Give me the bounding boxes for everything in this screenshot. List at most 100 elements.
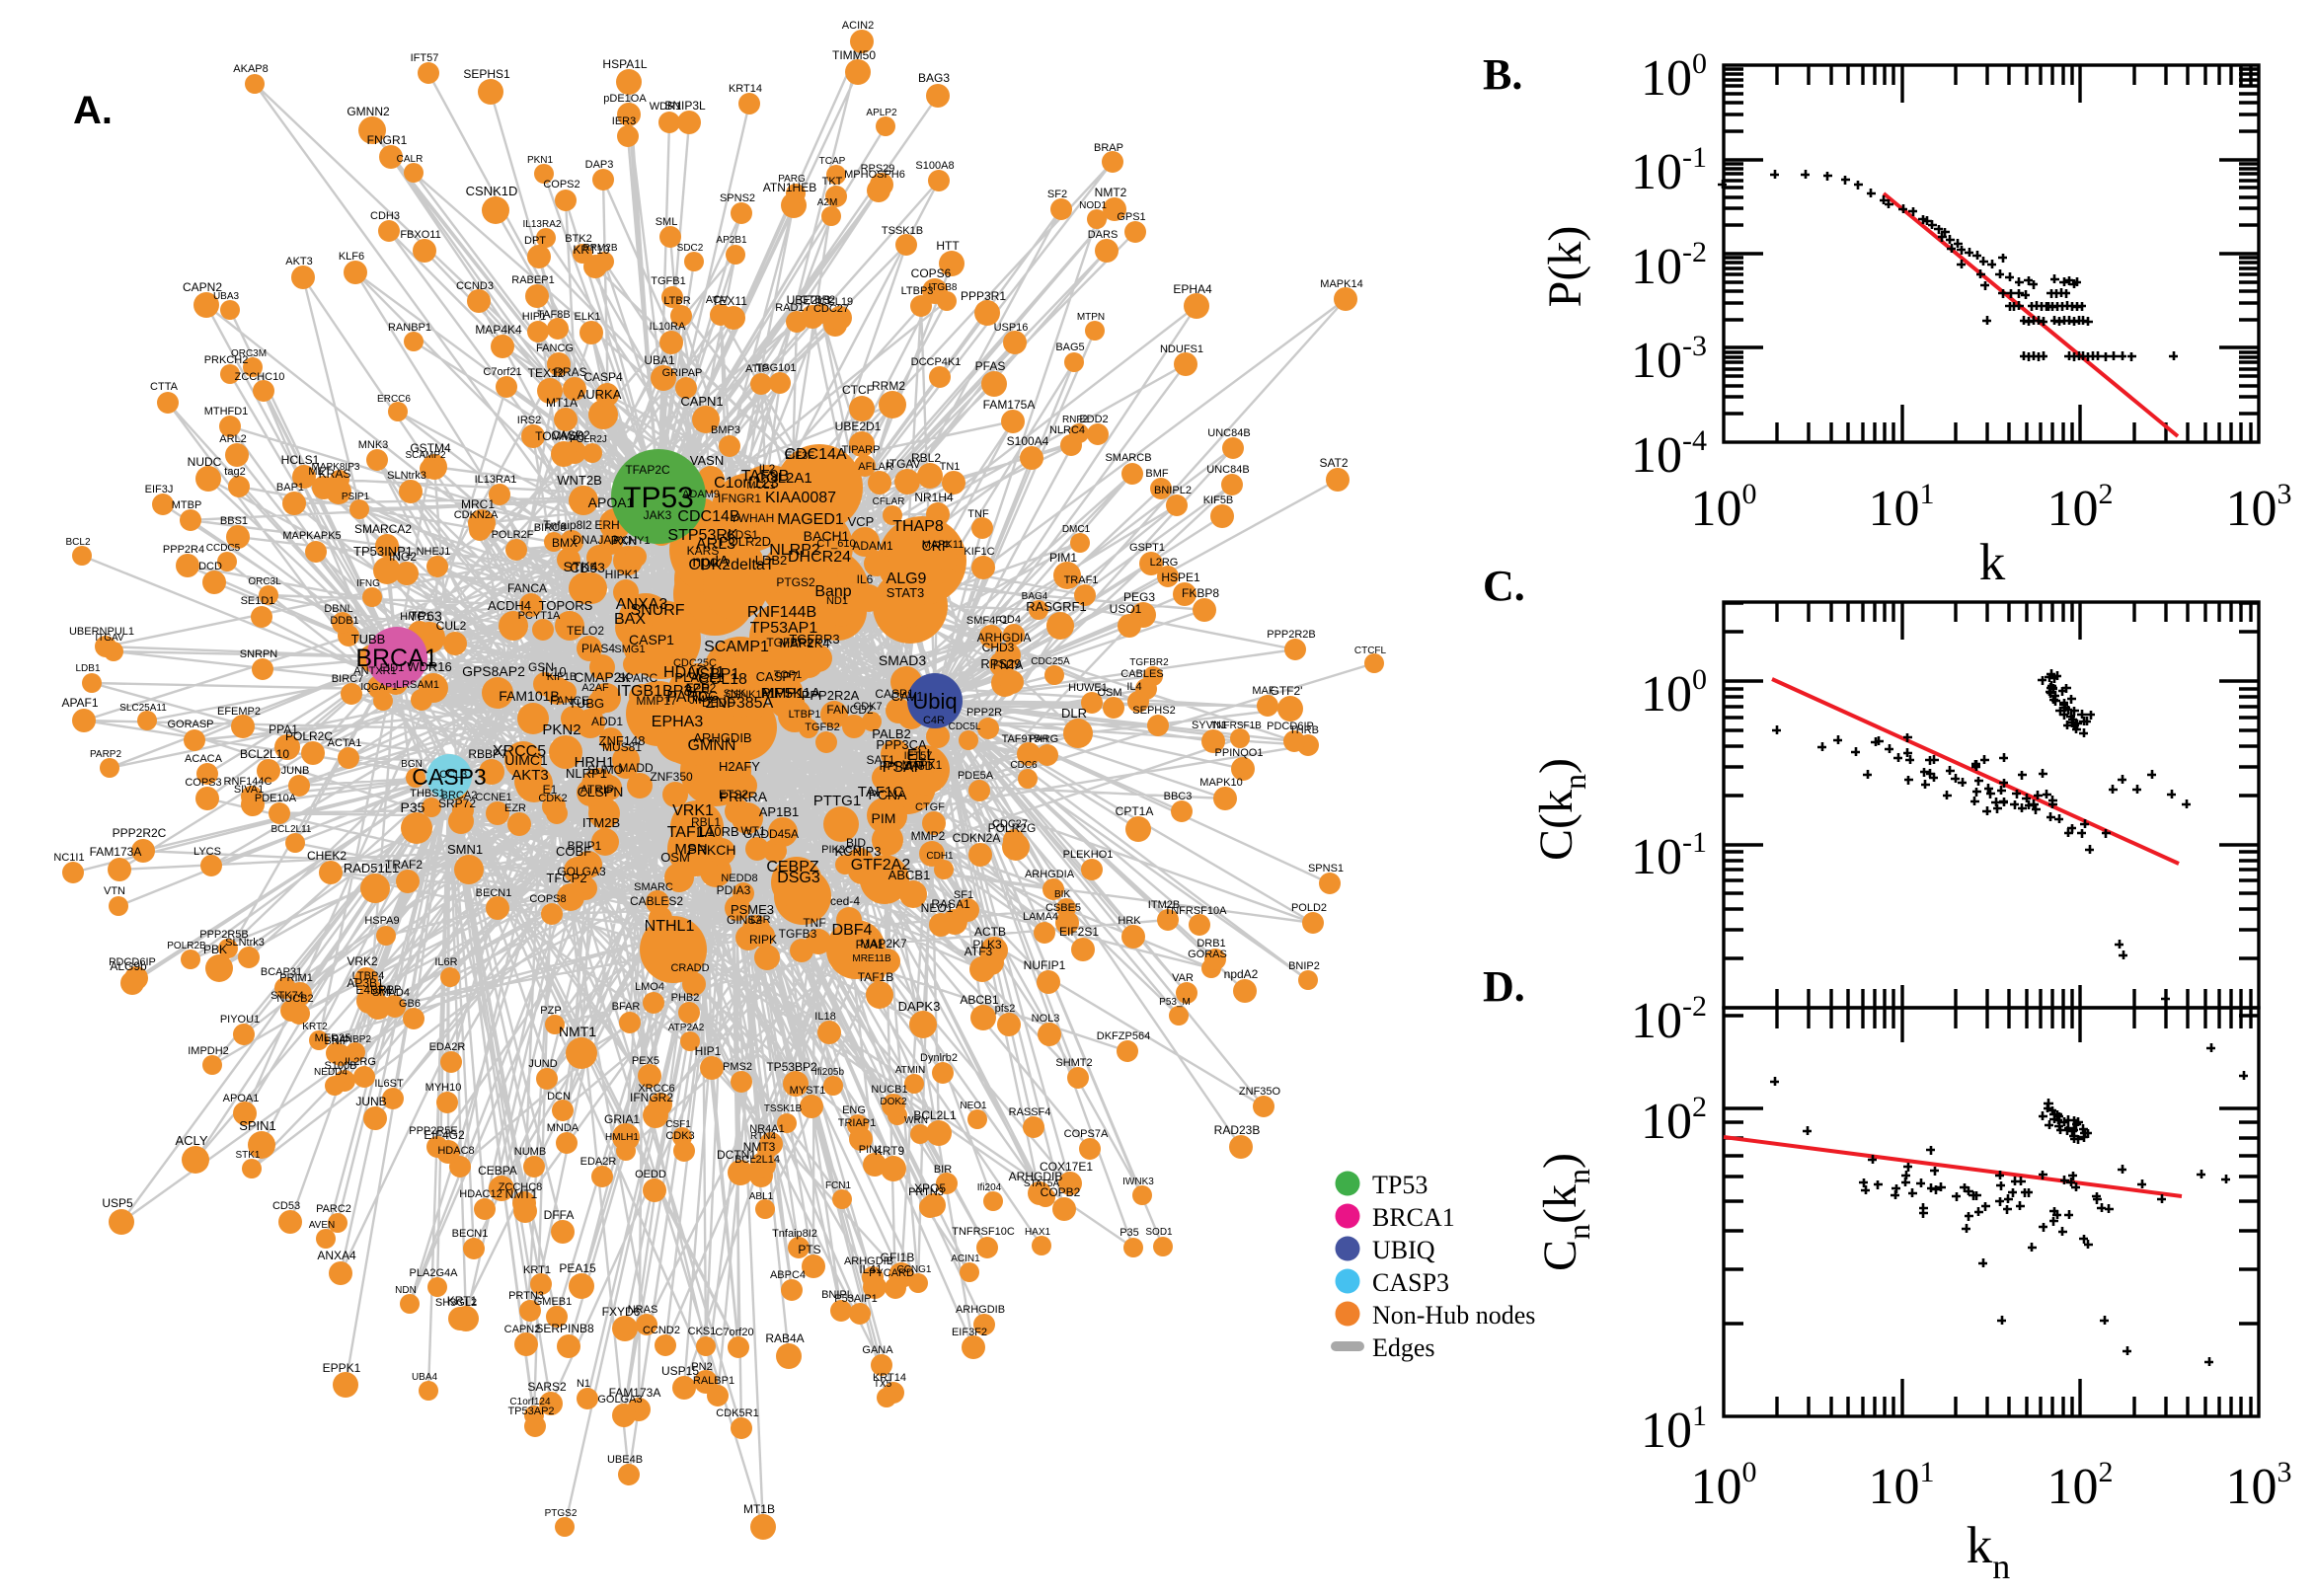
svg-text:BACH1: BACH1 <box>804 528 850 544</box>
svg-text:EIF3F: EIF3F <box>785 450 814 462</box>
svg-text:DNAJA3: DNAJA3 <box>573 533 618 547</box>
svg-text:SDC2: SDC2 <box>677 243 704 254</box>
svg-text:KARS: KARS <box>687 544 720 558</box>
svg-text:EZR: EZR <box>504 802 526 814</box>
svg-text:NUFIP1: NUFIP1 <box>1024 958 1066 972</box>
svg-text:NR1H4: NR1H4 <box>914 491 954 504</box>
svg-text:MCL1: MCL1 <box>746 480 775 492</box>
svg-text:RAB4A: RAB4A <box>765 1331 804 1345</box>
svg-text:ACIN2: ACIN2 <box>842 20 874 32</box>
svg-text:GANA: GANA <box>862 1344 893 1356</box>
svg-text:MTPN: MTPN <box>1077 312 1105 323</box>
svg-text:ARHGDIB: ARHGDIB <box>693 730 751 745</box>
svg-text:CDC27: CDC27 <box>992 818 1028 830</box>
svg-text:ACTA1: ACTA1 <box>328 737 362 749</box>
svg-text:CDK5R1: CDK5R1 <box>716 1407 758 1419</box>
svg-text:PRTN3: PRTN3 <box>908 1186 944 1198</box>
svg-text:MT1B: MT1B <box>743 1502 775 1516</box>
svg-text:PEA15: PEA15 <box>559 1261 596 1275</box>
svg-text:USP15: USP15 <box>661 1364 699 1378</box>
svg-text:RBL1: RBL1 <box>691 815 721 829</box>
svg-text:ELK1: ELK1 <box>575 311 601 323</box>
svg-text:P53AIP1: P53AIP1 <box>834 1293 877 1305</box>
svg-text:APP: APP <box>684 681 710 696</box>
svg-text:PRKCH: PRKCH <box>687 842 735 858</box>
svg-text:TOP1: TOP1 <box>774 669 803 681</box>
svg-text:SNRPN: SNRPN <box>240 648 278 660</box>
svg-text:LTBR: LTBR <box>663 295 690 307</box>
svg-text:ACIN1: ACIN1 <box>951 1254 980 1264</box>
svg-text:DHCR24: DHCR24 <box>788 549 851 566</box>
svg-text:POLR2B: POLR2B <box>167 941 206 951</box>
svg-text:LTBP3: LTBP3 <box>901 285 934 297</box>
svg-text:RBL2: RBL2 <box>911 451 941 465</box>
svg-text:k: k <box>1979 534 2006 591</box>
svg-text:IFT57: IFT57 <box>411 52 439 64</box>
svg-text:ANXA3: ANXA3 <box>616 596 668 613</box>
svg-text:BIRC8: BIRC8 <box>534 522 566 534</box>
svg-text:CRADD: CRADD <box>670 962 709 974</box>
svg-text:BRIP1: BRIP1 <box>568 839 602 853</box>
svg-text:CTTA: CTTA <box>150 381 179 393</box>
svg-text:PJA1: PJA1 <box>856 938 885 951</box>
svg-text:ERCC6: ERCC6 <box>377 394 411 405</box>
svg-text:HIPK1: HIPK1 <box>605 568 640 581</box>
svg-text:MTBP: MTBP <box>172 499 202 511</box>
svg-text:PSAP: PSAP <box>883 759 925 776</box>
svg-text:USP5: USP5 <box>102 1196 133 1210</box>
svg-text:CDC25C: CDC25C <box>673 657 717 669</box>
svg-text:TGFB2: TGFB2 <box>805 722 839 733</box>
svg-text:CDC27: CDC27 <box>813 303 849 315</box>
svg-text:LAMA4: LAMA4 <box>1023 911 1058 923</box>
svg-text:APAF1: APAF1 <box>61 696 98 710</box>
svg-text:ARL3: ARL3 <box>696 536 735 553</box>
svg-text:IFNGR2: IFNGR2 <box>630 1091 673 1104</box>
svg-text:SPIN1: SPIN1 <box>239 1118 276 1133</box>
svg-text:ABL1: ABL1 <box>749 1191 774 1202</box>
svg-text:ING2: ING2 <box>389 550 417 564</box>
svg-text:FANCG: FANCG <box>536 342 574 354</box>
svg-text:SEPHS2: SEPHS2 <box>1132 705 1175 717</box>
svg-text:ENG: ENG <box>842 1104 866 1116</box>
svg-text:KRT14: KRT14 <box>729 83 762 95</box>
svg-text:PXN: PXN <box>611 533 638 548</box>
svg-text:KRT14: KRT14 <box>873 1372 906 1384</box>
svg-text:IL10: IL10 <box>541 664 566 679</box>
svg-text:PRKRA: PRKRA <box>720 789 768 804</box>
svg-text:PN2: PN2 <box>691 1361 712 1373</box>
svg-text:B.: B. <box>1483 50 1522 99</box>
svg-text:KRT1: KRT1 <box>523 1264 551 1276</box>
svg-text:FBXO11: FBXO11 <box>400 229 440 241</box>
svg-text:GTBP2: GTBP2 <box>800 294 835 306</box>
svg-text:TX5: TX5 <box>874 1379 892 1390</box>
svg-text:MAP2K4: MAP2K4 <box>779 636 829 650</box>
svg-text:MRE11B: MRE11B <box>852 953 891 964</box>
svg-text:N1: N1 <box>577 1378 590 1390</box>
svg-text:RBBP7: RBBP7 <box>468 747 507 761</box>
svg-text:CDH3: CDH3 <box>370 210 400 222</box>
svg-text:FAM173A: FAM173A <box>90 845 142 859</box>
svg-text:GMEB1: GMEB1 <box>534 1296 573 1308</box>
svg-text:PIP5K1A: PIP5K1A <box>761 685 821 702</box>
svg-text:SMAD4: SMAD4 <box>372 987 410 999</box>
svg-text:APOA1: APOA1 <box>588 494 635 510</box>
svg-text:BNIPL: BNIPL <box>821 1289 853 1301</box>
svg-text:SMARCA2: SMARCA2 <box>354 522 412 536</box>
svg-text:TP53INP1: TP53INP1 <box>353 544 413 559</box>
svg-text:MYST1: MYST1 <box>790 1085 826 1097</box>
svg-text:CDK3: CDK3 <box>665 1130 694 1142</box>
svg-text:HDAC11: HDAC11 <box>663 664 725 681</box>
svg-text:NTHL1: NTHL1 <box>645 918 695 935</box>
svg-text:IER3: IER3 <box>612 115 636 127</box>
svg-text:UIMC1: UIMC1 <box>504 752 548 768</box>
svg-text:UNC84B: UNC84B <box>1206 464 1249 476</box>
svg-text:AFLAR: AFLAR <box>858 461 893 473</box>
svg-text:AKT3: AKT3 <box>285 256 313 267</box>
svg-text:TRIAP1: TRIAP1 <box>838 1117 877 1129</box>
svg-text:TP53: TP53 <box>1372 1171 1428 1199</box>
svg-text:RAD51L1: RAD51L1 <box>344 861 399 875</box>
svg-text:VASN: VASN <box>690 453 724 468</box>
svg-text:CALR: CALR <box>397 154 424 165</box>
svg-text:npdA: npdA <box>692 554 730 570</box>
svg-text:IL13RA1: IL13RA1 <box>475 474 517 486</box>
